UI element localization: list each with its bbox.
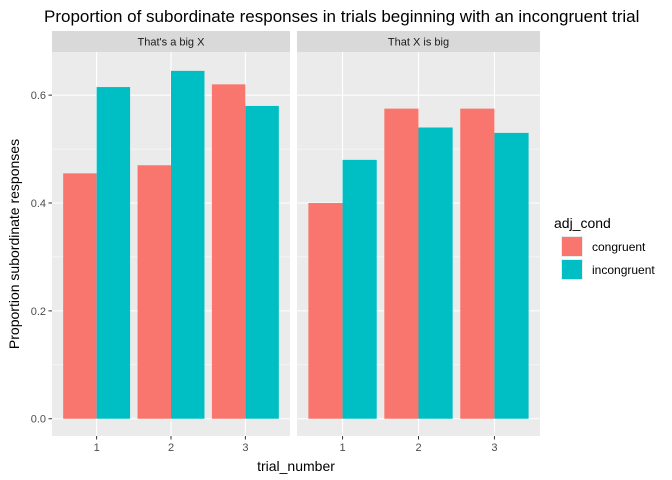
bar-congruent-panel2-trial1	[308, 203, 343, 419]
legend-label-congruent: congruent	[592, 240, 646, 254]
bar-incongruent-panel2-trial2	[418, 127, 453, 419]
bar-congruent-panel1-trial2	[137, 165, 171, 419]
y-axis-title: Proportion subordinate responses	[6, 139, 22, 349]
x-tick-label: 1	[94, 442, 100, 454]
chart-title: Proportion of subordinate responses in t…	[44, 7, 639, 26]
legend-key-congruent	[562, 237, 582, 256]
x-tick-label: 2	[415, 442, 421, 454]
bar-incongruent-panel1-trial3	[245, 105, 279, 419]
bar-congruent-panel2-trial3	[460, 108, 495, 419]
x-axis-title: trial_number	[257, 458, 335, 474]
bar-incongruent-panel1-trial1	[96, 87, 131, 419]
x-tick-label: 1	[340, 442, 346, 454]
y-tick-label: 0.2	[31, 306, 46, 318]
bar-incongruent-panel2-trial1	[342, 159, 377, 419]
bar-congruent-panel1-trial1	[63, 173, 97, 419]
x-tick-label: 2	[168, 442, 174, 454]
facet-strip-1	[52, 31, 290, 52]
x-tick-label: 3	[242, 442, 248, 454]
facet-strip-label-1: That's a big X	[138, 37, 206, 49]
facet-strip-label-2: That X is big	[388, 37, 449, 49]
legend-title: adj_cond	[554, 215, 611, 231]
legend-label-incongruent: incongruent	[592, 263, 655, 277]
legend-key-incongruent	[562, 260, 582, 279]
bar-congruent-panel1-trial3	[211, 84, 246, 419]
bar-congruent-panel2-trial2	[384, 108, 419, 419]
y-tick-label: 0.4	[31, 198, 46, 210]
bar-incongruent-panel2-trial3	[494, 132, 529, 419]
bar-incongruent-panel1-trial2	[171, 70, 205, 419]
y-tick-label: 0.6	[31, 90, 46, 102]
y-tick-label: 0.0	[31, 414, 46, 426]
facet-strip-2	[297, 31, 540, 52]
x-tick-label: 3	[491, 442, 497, 454]
